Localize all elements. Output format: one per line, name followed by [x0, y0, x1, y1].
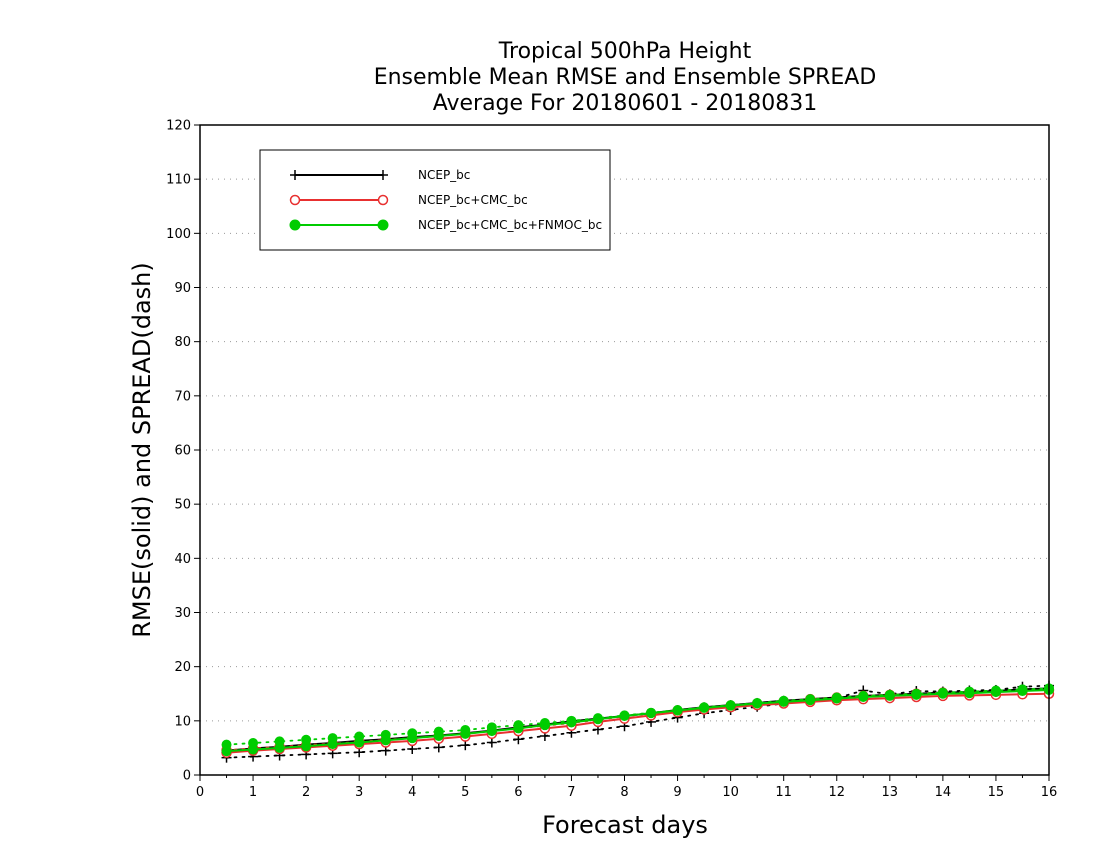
legend-marker-left	[289, 194, 301, 206]
rmse-point	[460, 728, 471, 739]
rmse-point	[301, 741, 312, 752]
legend-marker-left	[289, 219, 301, 231]
rmse-point	[911, 689, 922, 700]
rmse-point	[725, 700, 736, 711]
x-tick-label: 5	[461, 785, 469, 800]
x-tick-label: 1	[249, 785, 257, 800]
x-tick-label: 10	[722, 785, 739, 800]
x-tick-label: 11	[775, 785, 792, 800]
rmse-point	[937, 688, 948, 699]
y-tick-label: 40	[174, 552, 191, 567]
legend-item: NCEP_bc	[290, 168, 470, 182]
chart-title: Tropical 500hPa Height Ensemble Mean RMS…	[374, 39, 877, 116]
title-line-3: Average For 20180601 - 20180831	[433, 91, 818, 116]
rmse-point	[327, 739, 338, 750]
x-tick-label: 14	[935, 785, 952, 800]
y-tick-label: 0	[183, 769, 191, 784]
y-tick-label: 120	[166, 119, 191, 134]
legend: NCEP_bc NCEP_bc+CMC_bc NCEP_bc+CMC_bc+FNMO…	[259, 149, 611, 251]
rmse-point	[486, 726, 497, 737]
rmse-point	[380, 735, 391, 746]
rmse-point	[513, 723, 524, 734]
spread-point	[433, 742, 444, 753]
y-tick-label: 110	[166, 173, 191, 188]
rmse-point	[990, 687, 1001, 698]
rmse-point	[831, 693, 842, 704]
x-tick-label: 2	[302, 785, 310, 800]
y-tick-label: 100	[166, 227, 191, 242]
x-tick-label: 3	[355, 785, 363, 800]
rmse-point	[539, 720, 550, 731]
y-tick-label: 10	[174, 714, 191, 729]
x-tick-label: 12	[828, 785, 845, 800]
rmse-point	[248, 744, 259, 755]
x-tick-label: 7	[567, 785, 575, 800]
title-line-1: Tropical 500hPa Height	[498, 39, 752, 64]
x-tick-label: 0	[196, 785, 204, 800]
x-tick-label: 8	[620, 785, 628, 800]
spread-point	[460, 740, 471, 751]
legend-marker-left	[290, 170, 300, 180]
grid-layer	[200, 178, 1049, 722]
rmse-point	[699, 702, 710, 713]
rmse-point	[1017, 686, 1028, 697]
y-axis-title: RMSE(solid) and SPREAD(dash)	[128, 262, 156, 638]
rmse-point	[672, 705, 683, 716]
series-2	[221, 683, 1054, 757]
legend-marker-right	[377, 194, 389, 206]
y-tick-label: 20	[174, 660, 191, 675]
y-tick-label: 90	[174, 281, 191, 296]
y-tick-label: 60	[174, 444, 191, 459]
legend-label: NCEP_bc+CMC_bc+FNMOC_bc	[418, 218, 602, 232]
x-tick-label: 15	[988, 785, 1005, 800]
rmse-point	[646, 708, 657, 719]
legend-marker-right	[378, 170, 388, 180]
x-tick-label: 16	[1041, 785, 1058, 800]
y-tick-label: 80	[174, 335, 191, 350]
rmse-point	[407, 733, 418, 744]
rmse-point	[221, 746, 232, 757]
legend-marker-right	[377, 219, 389, 231]
legend-label: NCEP_bc+CMC_bc	[418, 193, 528, 207]
rmse-point	[592, 714, 603, 725]
rmse-line	[226, 687, 1050, 752]
rmse-point	[805, 695, 816, 706]
x-axis-title: Forecast days	[542, 811, 708, 839]
rmse-point	[884, 690, 895, 701]
legend-item: NCEP_bc+CMC_bc+FNMOC_bc	[289, 218, 602, 232]
title-line-2: Ensemble Mean RMSE and Ensemble SPREAD	[374, 65, 877, 90]
rmse-point	[433, 731, 444, 741]
rmse-point	[858, 692, 869, 702]
rmse-point	[778, 696, 789, 707]
legend-label: NCEP_bc	[418, 168, 470, 182]
series-1	[221, 684, 1055, 759]
x-tick-label: 4	[408, 785, 416, 800]
rmse-point	[354, 737, 365, 748]
series-layer	[221, 680, 1055, 763]
rmse-point	[274, 742, 285, 753]
rmse-point	[619, 710, 630, 721]
x-tick-label: 6	[514, 785, 522, 800]
rmse-point	[964, 688, 975, 699]
y-tick-label: 50	[174, 498, 191, 513]
x-tick-label: 13	[882, 785, 899, 800]
rmse-point	[752, 698, 763, 709]
rmse-point	[566, 717, 577, 728]
spread-point	[486, 737, 497, 748]
y-tick-label: 70	[174, 389, 191, 404]
legend-item: NCEP_bc+CMC_bc	[289, 193, 528, 207]
x-tick-label: 9	[673, 785, 681, 800]
y-tick-label: 30	[174, 606, 191, 621]
